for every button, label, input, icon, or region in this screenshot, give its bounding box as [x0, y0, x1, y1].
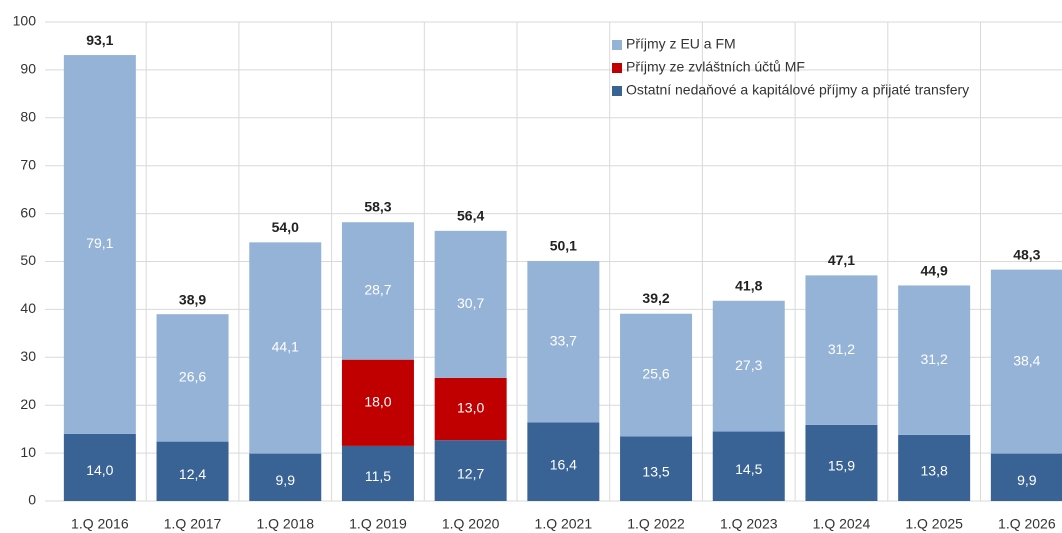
x-tick-label: 1.Q 2017	[164, 516, 222, 532]
total-label: 54,0	[272, 219, 299, 235]
value-label: 11,5	[365, 468, 391, 484]
x-tick-label: 1.Q 2025	[905, 516, 963, 532]
bar-segment	[63, 55, 136, 434]
x-tick-label: 1.Q 2023	[720, 516, 778, 532]
y-tick-label: 90	[20, 61, 36, 77]
y-tick-label: 50	[20, 252, 36, 268]
bar-segment	[898, 434, 971, 501]
bar-segment	[249, 453, 322, 501]
x-tick-label: 1.Q 2019	[349, 516, 407, 532]
bar-segment	[620, 436, 693, 501]
bar-segment	[620, 313, 693, 437]
value-label: 25,6	[642, 366, 669, 382]
total-label: 56,4	[457, 208, 484, 224]
total-label: 44,9	[921, 263, 948, 279]
bar-segment	[156, 314, 229, 442]
x-tick-label: 1.Q 2016	[71, 516, 129, 532]
value-label: 79,1	[86, 235, 113, 251]
value-label: 18,0	[364, 394, 391, 410]
bar-segment	[341, 445, 414, 501]
x-tick-label: 1.Q 2022	[627, 516, 685, 532]
total-label: 47,1	[828, 252, 855, 268]
value-label: 31,2	[921, 351, 948, 367]
bar-segment	[249, 242, 322, 454]
x-tick-label: 1.Q 2021	[535, 516, 593, 532]
bar-segment	[341, 359, 414, 446]
bar-segment	[712, 431, 785, 501]
bar-segment	[63, 433, 136, 501]
value-label: 33,7	[550, 332, 577, 348]
legend-swatch	[612, 40, 622, 50]
value-label: 27,3	[735, 357, 762, 373]
value-label: 13,0	[457, 400, 484, 416]
bar-segment	[990, 269, 1062, 454]
value-label: 26,6	[179, 369, 206, 385]
bar-segment	[805, 275, 878, 425]
value-label: 38,4	[1013, 352, 1040, 368]
legend-label: Ostatní nedaňové a kapitálové příjmy a p…	[626, 82, 969, 98]
total-label: 50,1	[550, 238, 577, 254]
y-tick-label: 40	[20, 300, 36, 316]
y-tick-label: 70	[20, 156, 36, 172]
value-label: 44,1	[272, 339, 299, 355]
y-tick-label: 10	[20, 444, 36, 460]
value-label: 13,5	[642, 463, 669, 479]
legend-swatch	[612, 63, 622, 73]
total-label: 48,3	[1013, 246, 1040, 262]
total-label: 41,8	[735, 277, 762, 293]
total-label: 38,9	[179, 291, 206, 307]
value-label: 15,9	[828, 458, 855, 474]
bar-segment	[990, 453, 1062, 501]
bar-segment	[434, 377, 507, 441]
total-label: 93,1	[86, 32, 113, 48]
legend-label: Příjmy ze zvláštních účtů MF	[626, 59, 805, 75]
value-label: 12,4	[179, 466, 206, 482]
bar-segment	[527, 422, 600, 501]
value-label: 9,9	[276, 472, 296, 488]
bar-segment	[527, 261, 600, 423]
value-label: 16,4	[550, 456, 577, 472]
y-tick-label: 60	[20, 204, 36, 220]
bar-segment	[434, 440, 507, 501]
total-label: 39,2	[642, 290, 669, 306]
y-tick-label: 0	[28, 492, 36, 508]
bar-segment	[805, 424, 878, 501]
value-label: 30,7	[457, 295, 484, 311]
value-label: 9,9	[1017, 472, 1037, 488]
bar-segment	[156, 441, 229, 501]
bar-segment	[341, 222, 414, 360]
total-label: 58,3	[364, 198, 391, 214]
value-label: 31,2	[828, 341, 855, 357]
bar-segment	[434, 230, 507, 378]
y-tick-label: 20	[20, 396, 36, 412]
value-label: 14,0	[86, 462, 113, 478]
value-label: 14,5	[735, 461, 762, 477]
x-tick-label: 1.Q 2018	[256, 516, 314, 532]
x-tick-label: 1.Q 2024	[813, 516, 871, 532]
value-label: 12,7	[457, 465, 484, 481]
y-tick-label: 100	[13, 13, 37, 29]
x-tick-label: 1.Q 2020	[442, 516, 500, 532]
value-label: 13,8	[921, 463, 948, 479]
legend-swatch	[612, 86, 622, 96]
x-tick-label: 1.Q 2026	[998, 516, 1056, 532]
y-tick-label: 30	[20, 348, 36, 364]
y-tick-label: 80	[20, 109, 36, 125]
bar-segment	[898, 285, 971, 435]
legend-label: Příjmy z EU a FM	[626, 36, 736, 52]
value-label: 28,7	[364, 282, 391, 298]
bar-segment	[712, 300, 785, 432]
